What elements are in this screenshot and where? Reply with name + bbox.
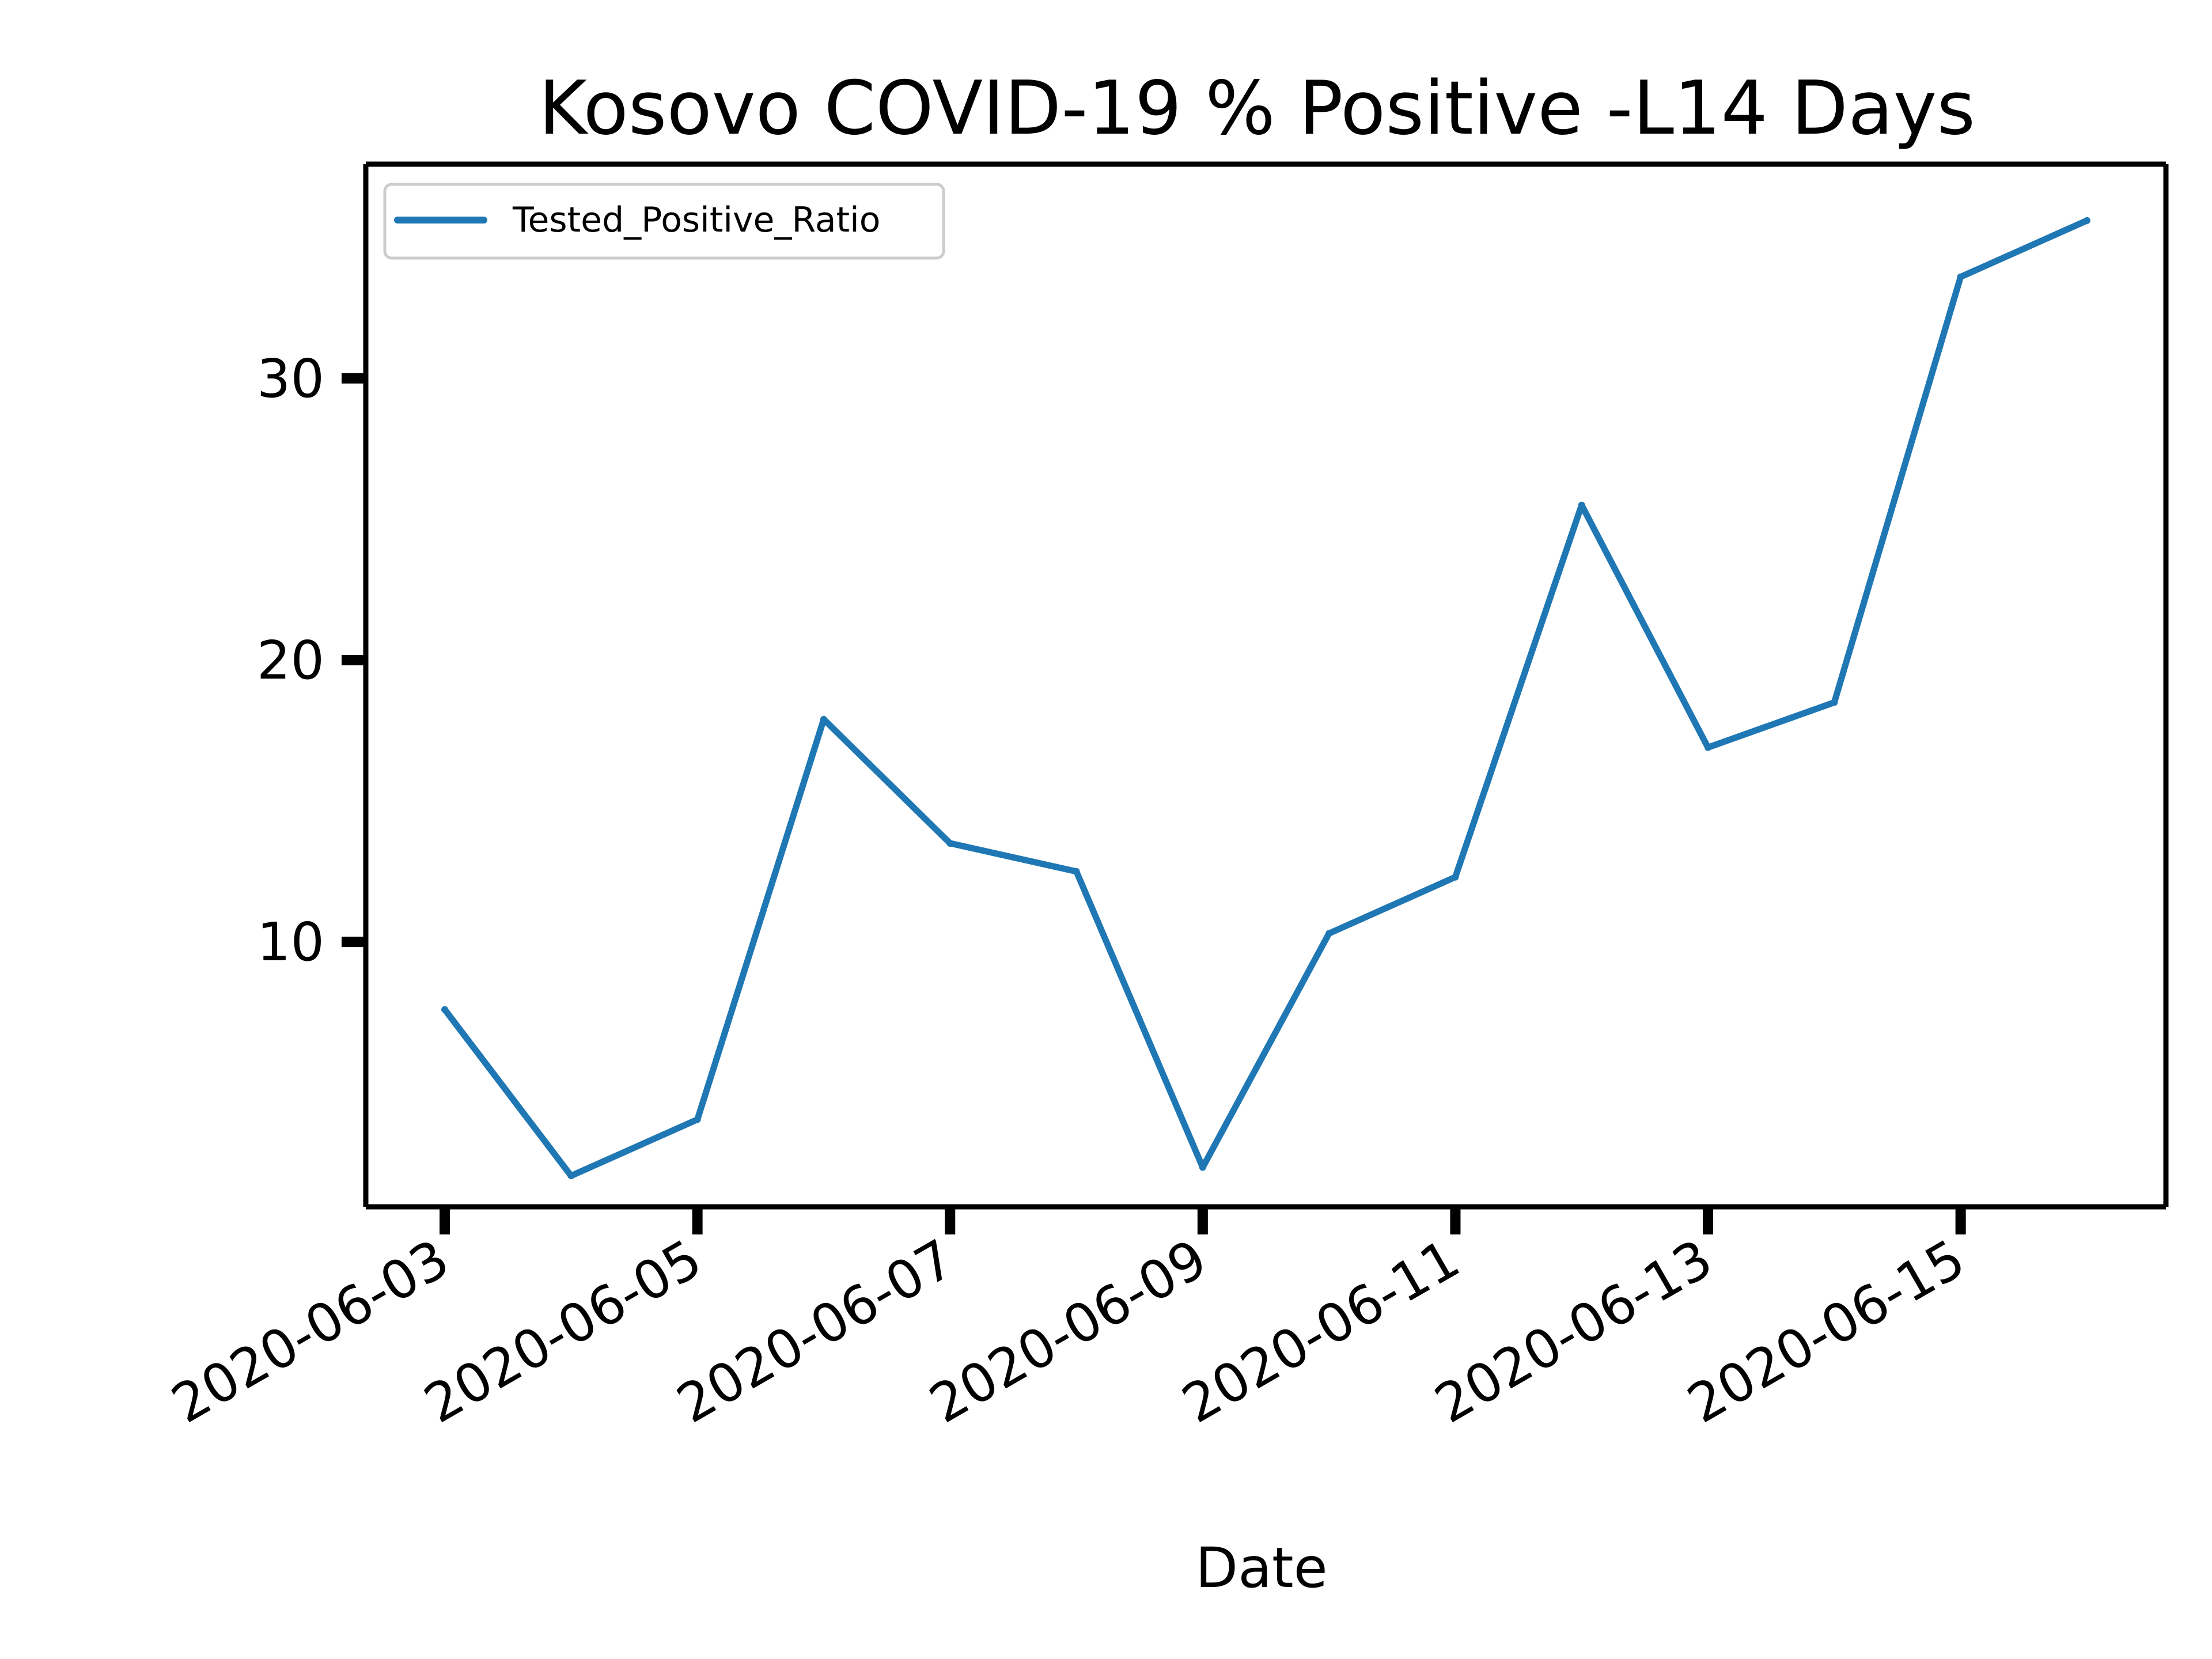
y-tick-label: 30 <box>257 348 324 410</box>
data-point <box>1705 744 1712 751</box>
x-tick-label: 2020-06-05 <box>414 1228 712 1435</box>
y-axis-ticks: 10 20 30 <box>257 348 366 973</box>
y-tick-label: 20 <box>257 630 324 691</box>
legend-box <box>383 183 945 260</box>
series-layer <box>441 217 2090 1180</box>
data-point <box>1578 501 1585 509</box>
data-point <box>820 715 827 723</box>
data-point <box>1957 273 1964 281</box>
x-tick-label: 2020-06-07 <box>667 1228 965 1435</box>
data-point <box>2083 217 2090 224</box>
x-tick-label: 2020-06-03 <box>162 1228 460 1435</box>
data-point <box>1325 930 1333 937</box>
data-point <box>946 839 954 847</box>
data-point <box>441 1006 449 1013</box>
legend-label: Tested_Positive_Ratio <box>512 200 881 240</box>
x-axis-ticks: 2020-06-032020-06-052020-06-072020-06-09… <box>162 1207 1975 1435</box>
x-tick-label: 2020-06-11 <box>1172 1228 1470 1435</box>
x-tick-label: 2020-06-13 <box>1425 1228 1723 1435</box>
data-point <box>1199 1164 1206 1171</box>
series-line-0 <box>441 217 2090 1179</box>
x-axis-label: Date <box>1195 1536 1327 1600</box>
plot-frame <box>363 161 2169 1210</box>
data-point <box>1452 873 1459 881</box>
chart-title: Kosovo COVID-19 % Positive -L14 Days <box>539 66 1975 151</box>
data-point <box>1073 868 1080 875</box>
x-tick-label: 2020-06-15 <box>1677 1228 1975 1435</box>
data-point <box>567 1172 575 1180</box>
x-tick-label: 2020-06-09 <box>919 1228 1217 1435</box>
data-point <box>1831 699 1838 706</box>
y-tick-label: 10 <box>257 911 324 973</box>
legend: Tested_Positive_Ratio <box>383 183 945 260</box>
data-point <box>694 1116 701 1123</box>
